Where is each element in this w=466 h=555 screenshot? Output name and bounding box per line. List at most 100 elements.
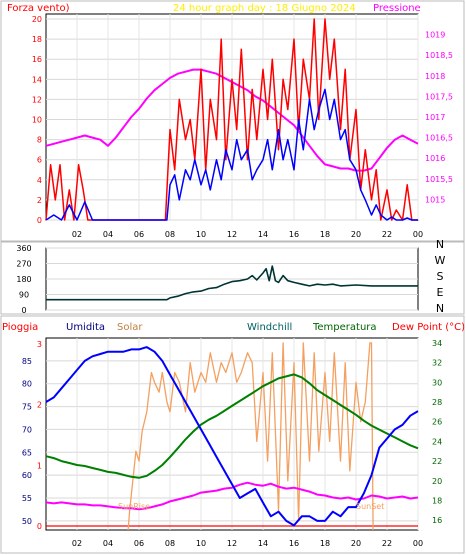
- wind-y-tick-label: 2: [37, 196, 42, 205]
- humidity-y-ticks: 50 55 60 65 70 75 80 85: [22, 357, 32, 526]
- wind-y-tick-label: 0: [37, 216, 42, 225]
- temp-y-ticks: 16 18 20 22 24 26 28 30 32 34: [432, 339, 442, 525]
- pressure-axis-label: Pressione: [373, 3, 421, 14]
- wind-y-tick-label: 6: [37, 156, 42, 165]
- temp-x-tick-label: 02: [72, 539, 82, 548]
- temp-y-tick-label: 30: [432, 378, 442, 387]
- temp-series: [45, 342, 419, 531]
- wind-x-tick-label: 12: [227, 230, 237, 239]
- pressure-y-tick-label: 1017,5: [425, 92, 453, 101]
- humidity-y-tick-label: 70: [22, 425, 32, 434]
- wind-y-tick-label: 14: [32, 75, 42, 84]
- wind-y-tick-label: 8: [37, 136, 42, 145]
- pressure-y-tick-label: 1018: [425, 72, 445, 81]
- wind-x-ticks: 02 04 06 08 10 12 14 16 18 20 22 00: [72, 230, 423, 239]
- wind-x-tick-label: 10: [196, 230, 206, 239]
- temp-y-tick-label: 34: [432, 339, 442, 348]
- wind-x-tick-label: 00: [413, 230, 423, 239]
- wind-y-tick-label: 12: [32, 95, 42, 104]
- series-solar-line: [127, 342, 374, 531]
- header-dew-point: Dew Point (°C): [392, 322, 465, 333]
- temp-y-tick-label: 18: [432, 496, 442, 505]
- header-temperature: Temperatura: [312, 322, 377, 333]
- panel-temp-frame: [0, 315, 465, 554]
- compass-label: N: [436, 238, 444, 251]
- direction-grid: [46, 247, 418, 311]
- pressure-y-tick-label: 1017: [425, 113, 445, 122]
- temp-x-tick-label: 04: [103, 539, 113, 548]
- temp-x-tick-label: 08: [165, 539, 175, 548]
- wind-y-tick-label: 20: [32, 15, 42, 24]
- wind-pressure-series: [45, 18, 419, 221]
- wind-axis-label: Forza vento): [7, 3, 70, 14]
- wind-y-tick-label: 16: [32, 55, 42, 64]
- wind-x-tick-label: 04: [103, 230, 113, 239]
- series-direction-line: [46, 265, 418, 301]
- temp-x-ticks: 02 04 06 08 10 12 14 16 18 20 22 00: [72, 539, 423, 548]
- temp-x-tick-label: 20: [351, 539, 361, 548]
- humidity-y-tick-label: 85: [22, 357, 32, 366]
- temp-x-tick-label: 18: [320, 539, 330, 548]
- pressure-y-tick-label: 1016,5: [425, 134, 453, 143]
- rain-y-ticks: 0 1 2 3: [37, 340, 42, 531]
- header-solar: Solar: [117, 322, 143, 333]
- pressure-y-tick-label: 1015,5: [425, 175, 453, 184]
- humidity-y-tick-label: 50: [22, 517, 32, 526]
- direction-y-ticks: 0 90 180 270 360: [16, 244, 31, 315]
- rain-y-tick-label: 1: [37, 461, 42, 470]
- rain-y-tick-label: 3: [37, 340, 42, 349]
- temp-x-tick-label: 16: [289, 539, 299, 548]
- series-temperatura-line: [45, 373, 419, 479]
- temp-x-tick-label: 10: [196, 539, 206, 548]
- pressure-y-tick-label: 1018,5: [425, 51, 453, 60]
- temp-x-tick-label: 06: [134, 539, 144, 548]
- rain-y-tick-label: 2: [37, 401, 42, 410]
- sunrise-annotation: SunRise: [118, 502, 150, 511]
- header-rain: Pioggia: [2, 322, 38, 333]
- wind-x-tick-label: 20: [351, 230, 361, 239]
- wind-x-tick-label: 16: [289, 230, 299, 239]
- temp-y-tick-label: 32: [432, 359, 442, 368]
- humidity-y-tick-label: 60: [22, 471, 32, 480]
- compass-label: N: [436, 302, 444, 315]
- panel-wind-pressure-frame: [0, 0, 465, 242]
- header-humidity: Umidita: [66, 322, 105, 333]
- direction-series: [46, 265, 418, 301]
- direction-y-tick-label: 360: [16, 244, 31, 253]
- series-velocita-line: [45, 88, 418, 221]
- temp-x-tick-label: 12: [227, 539, 237, 548]
- temp-x-tick-label: 00: [413, 539, 423, 548]
- pressure-y-ticks: 1015 1015,5 1016 1016,5 1017 1017,5 1018 1018,5…: [425, 31, 453, 205]
- temp-y-tick-label: 24: [432, 437, 442, 446]
- series-dew-point-line: [45, 481, 419, 511]
- wind-y-tick-label: 4: [37, 176, 42, 185]
- humidity-y-tick-label: 65: [22, 448, 32, 457]
- sunset-annotation: SunSet: [356, 502, 384, 511]
- wind-x-tick-label: 18: [320, 230, 330, 239]
- humidity-y-tick-label: 80: [22, 380, 32, 389]
- wind-y-tick-label: 18: [32, 35, 42, 44]
- temp-y-tick-label: 26: [432, 418, 442, 427]
- wind-x-tick-label: 14: [258, 230, 268, 239]
- pressure-y-tick-label: 1015: [425, 195, 445, 204]
- direction-y-tick-label: 90: [19, 291, 29, 300]
- temp-x-tick-label: 14: [258, 539, 268, 548]
- series-umidita-line: [45, 346, 419, 527]
- temp-y-tick-label: 28: [432, 398, 442, 407]
- compass-label: W: [435, 254, 446, 267]
- temp-x-tick-label: 22: [382, 539, 392, 548]
- wind-x-tick-label: 06: [134, 230, 144, 239]
- compass-label: E: [437, 286, 444, 299]
- direction-y-tick-label: 0: [21, 306, 26, 315]
- pressure-y-tick-label: 1019: [425, 31, 445, 40]
- temp-y-tick-label: 16: [432, 516, 442, 525]
- pressure-y-tick-label: 1016: [425, 154, 445, 163]
- wind-y-tick-label: 10: [32, 116, 42, 125]
- temp-y-tick-label: 22: [432, 457, 442, 466]
- rain-y-tick-label: 0: [37, 522, 42, 531]
- wind-y-ticks: 0 2 4 6 8 10 12 14 16 18 20: [32, 15, 42, 225]
- compass-label: S: [437, 270, 444, 283]
- temp-y-tick-label: 20: [432, 477, 442, 486]
